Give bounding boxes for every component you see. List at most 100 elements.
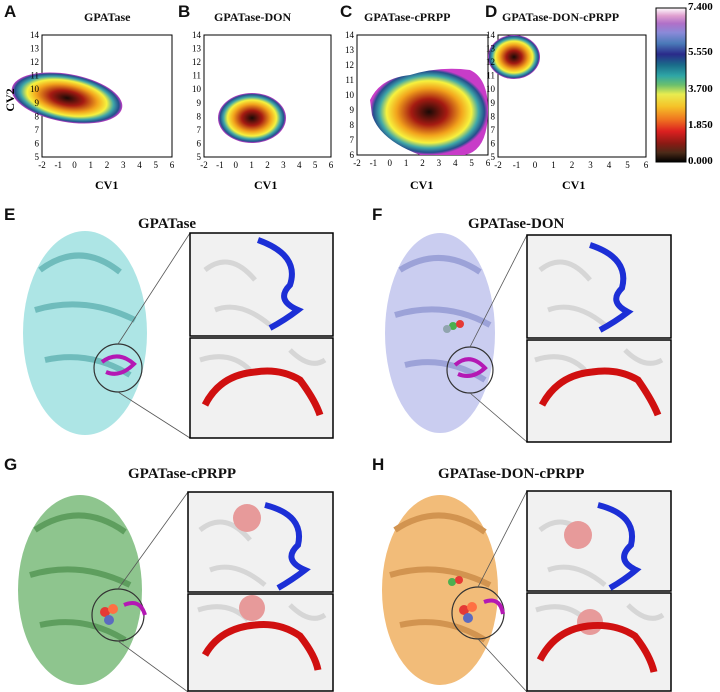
x-tick-c: 6	[486, 158, 491, 168]
ligand-g-bottom	[239, 595, 265, 621]
y-tick-c: 14	[345, 30, 355, 40]
y-tick-c: 11	[345, 75, 354, 85]
y-tick-b: 13	[192, 44, 202, 54]
x-axis-label-b: CV1	[254, 178, 278, 192]
x-tick-d: 1	[551, 160, 556, 170]
y-tick-a: 11	[30, 71, 39, 81]
helix-blue-h	[597, 502, 642, 591]
plot-title-d: GPATase-DON-cPRPP	[502, 10, 620, 24]
y-tick-c: 10	[345, 90, 355, 100]
x-tick-d: -1	[513, 160, 521, 170]
basin-b	[218, 93, 286, 143]
y-tick-b: 6	[197, 138, 202, 148]
x-axis-label-d: CV1	[562, 178, 586, 192]
plot-a	[11, 34, 173, 158]
protein-cartoon-e	[23, 231, 147, 435]
y-tick-a: 10	[30, 84, 40, 94]
helix-blue-f	[589, 242, 634, 333]
inset-bottom-e	[189, 337, 334, 439]
protein-cartoon-h	[382, 495, 498, 685]
colorbar	[655, 7, 687, 163]
x-tick-a: 3	[121, 160, 126, 170]
x-tick-c: 3	[437, 158, 442, 168]
x-tick-a: 4	[137, 160, 142, 170]
y-tick-c: 8	[350, 120, 355, 130]
x-tick-d: 3	[588, 160, 593, 170]
y-tick-b: 14	[192, 30, 202, 40]
x-tick-b: 6	[329, 160, 334, 170]
y-tick-a: 13	[30, 44, 40, 54]
y-tick-a: 14	[30, 30, 40, 40]
x-tick-b: 3	[281, 160, 286, 170]
colorbar-label-max: 7.400	[688, 1, 713, 13]
x-tick-a: 0	[72, 160, 77, 170]
y-tick-a: 6	[35, 138, 40, 148]
y-tick-a: 7	[35, 125, 40, 135]
structure-f	[385, 233, 672, 443]
y-tick-a: 8	[35, 111, 40, 121]
helix-blue-e	[256, 237, 304, 331]
x-axis-label-c: CV1	[410, 178, 434, 192]
y-tick-d: 6	[491, 138, 496, 148]
x-tick-a: 1	[89, 160, 94, 170]
y-tick-d: 11	[486, 71, 495, 81]
helix-blue-g	[264, 502, 311, 591]
inset-top-h	[526, 490, 672, 592]
y-tick-c: 9	[350, 105, 355, 115]
x-tick-c: 5	[469, 158, 474, 168]
y-tick-b: 5	[197, 152, 202, 162]
y-tick-b: 9	[197, 98, 202, 108]
y-tick-b: 7	[197, 125, 202, 135]
ligand-g-top	[233, 504, 261, 532]
y-tick-c: 6	[350, 150, 355, 160]
colorbar-label-3: 3.700	[688, 83, 713, 95]
basin-d	[488, 35, 540, 79]
x-tick-c: 4	[453, 158, 458, 168]
structure-title-f: GPATase-DON	[468, 216, 565, 232]
y-tick-c: 12	[345, 60, 354, 70]
x-tick-b: -1	[216, 160, 224, 170]
x-tick-d: -2	[494, 160, 502, 170]
panel-letter-e: E	[4, 205, 16, 224]
x-tick-b: -2	[200, 160, 208, 170]
panel-letter-b: B	[178, 2, 191, 21]
helix-red-h	[536, 622, 658, 673]
x-tick-b: 0	[234, 160, 239, 170]
panel-letter-d: D	[485, 2, 498, 21]
colorbar-label-4: 1.850	[688, 119, 713, 131]
x-tick-c: 1	[404, 158, 409, 168]
y-tick-d: 8	[491, 111, 496, 121]
y-tick-b: 10	[192, 84, 202, 94]
y-tick-b: 11	[192, 71, 201, 81]
x-tick-c: 2	[420, 158, 425, 168]
x-tick-a: -2	[38, 160, 46, 170]
colorbar-label-min: 0.000	[688, 155, 713, 167]
plot-title-a: GPATase	[84, 10, 131, 24]
y-tick-b: 12	[192, 57, 201, 67]
x-tick-c: -2	[353, 158, 361, 168]
panel-letter-f: F	[372, 205, 383, 224]
y-tick-d: 14	[486, 30, 496, 40]
x-tick-a: -1	[55, 160, 63, 170]
x-tick-c: 0	[388, 158, 393, 168]
panel-letter-g: G	[4, 455, 18, 474]
x-tick-d: 0	[533, 160, 538, 170]
plot-title-c: GPATase-cPRPP	[364, 10, 451, 24]
x-tick-a: 5	[154, 160, 159, 170]
panel-letter-h: H	[372, 455, 385, 474]
structure-e	[23, 231, 334, 439]
y-tick-d: 13	[486, 44, 496, 54]
x-tick-d: 4	[607, 160, 612, 170]
protein-cartoon-f	[385, 233, 495, 433]
y-tick-c: 7	[350, 135, 355, 145]
y-tick-d: 7	[491, 125, 496, 135]
y-tick-d: 12	[486, 57, 495, 67]
x-tick-b: 5	[313, 160, 318, 170]
x-tick-a: 6	[170, 160, 175, 170]
x-tick-a: 2	[105, 160, 110, 170]
x-tick-d: 5	[625, 160, 630, 170]
helix-red-g	[201, 621, 322, 671]
y-tick-a: 5	[35, 152, 40, 162]
x-tick-b: 4	[297, 160, 302, 170]
